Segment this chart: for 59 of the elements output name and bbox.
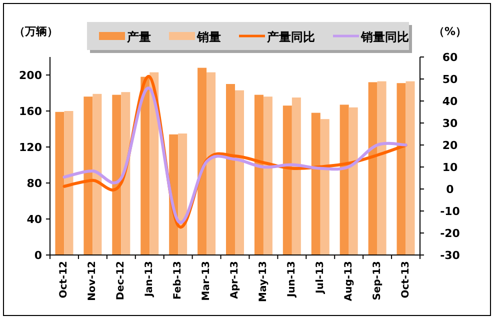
x-tick-label: Jun-13 [286, 260, 298, 298]
bar [406, 81, 415, 255]
legend-label: 产量 [126, 30, 151, 44]
x-tick-label: Apr-13 [230, 260, 240, 299]
y2-axis-title: （%） [433, 25, 467, 38]
x-tick-label: Jul-13 [314, 260, 326, 294]
bar [292, 98, 301, 255]
x-tick-label: Dec-12 [116, 260, 127, 300]
legend-label: 销量 [196, 30, 221, 44]
y2-tick-label: 60 [442, 51, 458, 64]
bar [282, 106, 292, 255]
bar [84, 96, 93, 255]
bar [368, 82, 378, 255]
legend-label: 产量同比 [266, 30, 315, 44]
bar [226, 84, 235, 255]
y-tick-label: 120 [19, 141, 42, 154]
y2-tick-label: 10 [442, 161, 458, 174]
bar [263, 96, 272, 255]
x-tick-label: Oct-13 [400, 260, 412, 298]
y2-tick-label: -10 [440, 205, 460, 218]
y2-tick-label: 30 [442, 117, 458, 130]
bar [340, 104, 349, 255]
bar [348, 107, 358, 255]
x-tick-label: Aug-13 [343, 260, 354, 302]
y2-tick-label: -20 [440, 227, 460, 240]
y2-tick-label: 0 [446, 183, 454, 196]
bar [206, 72, 216, 255]
bar [198, 68, 207, 255]
x-tick-label: Mar-13 [201, 260, 212, 301]
legend-label: 销量同比 [360, 30, 409, 44]
y-axis-title: （万辆） [14, 25, 58, 38]
x-tick-label: Sep-13 [372, 260, 383, 300]
y2-tick-label: 20 [442, 139, 458, 152]
y2-tick-label: 50 [442, 73, 458, 86]
x-tick-label: May-13 [258, 260, 269, 302]
bar [311, 112, 320, 255]
bar [140, 76, 150, 255]
y-tick-label: 160 [19, 105, 42, 118]
x-tick-label: Feb-13 [172, 260, 184, 300]
y-tick-label: 40 [26, 213, 42, 226]
y2-tick-label: 40 [442, 95, 458, 108]
bar [55, 112, 64, 255]
bar [254, 94, 264, 255]
y-tick-label: 0 [34, 249, 42, 262]
bar [320, 119, 330, 255]
bar [121, 92, 130, 255]
y-tick-label: 80 [26, 177, 42, 190]
x-tick-label: Nov-12 [87, 260, 98, 301]
bar [92, 94, 102, 255]
y2-tick-label: -30 [440, 249, 460, 262]
bar [178, 134, 188, 255]
bar [396, 83, 406, 255]
x-tick-label: Oct-12 [58, 260, 70, 298]
x-tick-label: Jan-13 [144, 260, 156, 298]
bar [64, 111, 74, 255]
y-tick-label: 200 [19, 69, 42, 82]
bar [377, 81, 386, 255]
bar [112, 94, 122, 255]
bar [235, 90, 244, 255]
